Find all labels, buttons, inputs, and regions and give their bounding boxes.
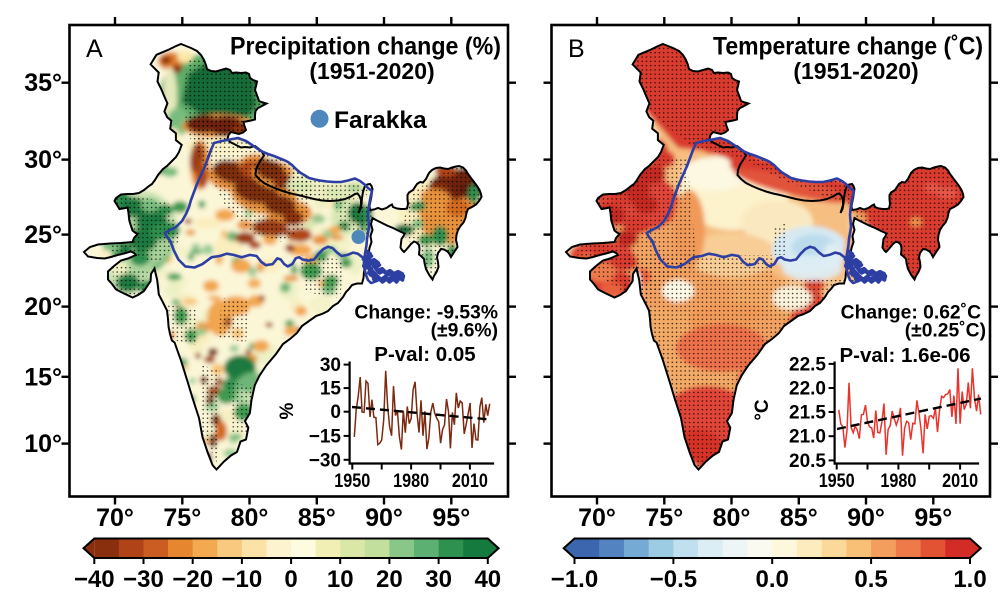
svg-text:0.0: 0.0	[756, 566, 789, 593]
svg-text:70°: 70°	[578, 504, 616, 532]
svg-text:10°: 10°	[24, 430, 62, 458]
svg-text:A: A	[86, 35, 103, 63]
svg-text:90°: 90°	[365, 504, 403, 532]
svg-text:22.5: 22.5	[789, 354, 826, 375]
svg-text:−20: −20	[172, 566, 213, 593]
svg-text:Precipitation change (%): Precipitation change (%)	[230, 33, 501, 61]
svg-text:P-val: 1.6e-06: P-val: 1.6e-06	[839, 344, 970, 367]
svg-text:20.5: 20.5	[789, 451, 826, 472]
svg-text:−15: −15	[309, 426, 342, 447]
svg-text:P-val: 0.05: P-val: 0.05	[374, 343, 475, 366]
svg-text:0: 0	[284, 566, 297, 593]
svg-text:1.0: 1.0	[953, 566, 986, 593]
svg-text:10: 10	[327, 566, 354, 593]
svg-text:(1951-2020): (1951-2020)	[309, 58, 434, 84]
svg-text:%: %	[277, 402, 298, 419]
svg-text:15: 15	[320, 379, 342, 400]
svg-text:0: 0	[330, 402, 341, 423]
svg-text:40: 40	[474, 566, 501, 593]
svg-text:30: 30	[320, 355, 341, 376]
svg-text:35°: 35°	[24, 69, 62, 97]
svg-text:−40: −40	[74, 566, 115, 593]
svg-text:(±9.6%): (±9.6%)	[431, 320, 498, 341]
svg-text:21.5: 21.5	[789, 403, 826, 424]
svg-text:1980: 1980	[393, 471, 429, 492]
svg-text:95°: 95°	[432, 504, 470, 532]
svg-text:21.0: 21.0	[789, 427, 826, 448]
svg-text:85°: 85°	[780, 504, 818, 532]
svg-text:1980: 1980	[880, 471, 916, 492]
svg-text:(1951-2020): (1951-2020)	[793, 58, 918, 84]
svg-text:20: 20	[376, 566, 403, 593]
svg-text:85°: 85°	[298, 504, 336, 532]
svg-text:70°: 70°	[96, 504, 134, 532]
svg-text:2010: 2010	[942, 471, 978, 492]
svg-text:Temperature change (˚C): Temperature change (˚C)	[713, 33, 983, 61]
svg-text:Change: -9.53%: Change: -9.53%	[354, 302, 498, 323]
svg-text:22.0: 22.0	[789, 379, 826, 400]
svg-text:25°: 25°	[24, 221, 62, 249]
svg-text:2010: 2010	[452, 471, 488, 492]
svg-text:20°: 20°	[24, 293, 62, 321]
svg-text:80°: 80°	[231, 504, 269, 532]
svg-text:80°: 80°	[713, 504, 751, 532]
svg-text:°C: °C	[752, 399, 773, 421]
svg-text:Farakka: Farakka	[334, 107, 427, 134]
svg-text:−10: −10	[222, 566, 263, 593]
svg-text:−1.0: −1.0	[551, 566, 598, 593]
svg-text:30°: 30°	[24, 146, 62, 174]
svg-text:Change: 0.62˚C: Change: 0.62˚C	[841, 301, 981, 324]
svg-text:95°: 95°	[914, 504, 952, 532]
svg-text:0.5: 0.5	[854, 566, 887, 593]
svg-text:(±0.25˚C): (±0.25˚C)	[905, 319, 986, 342]
svg-text:−30: −30	[123, 566, 164, 593]
svg-text:75°: 75°	[163, 504, 201, 532]
svg-text:90°: 90°	[847, 504, 885, 532]
svg-text:1950: 1950	[334, 471, 370, 492]
svg-text:30: 30	[425, 566, 452, 593]
svg-text:−30: −30	[309, 450, 341, 471]
svg-text:1950: 1950	[819, 471, 855, 492]
svg-text:B: B	[568, 35, 585, 63]
svg-text:75°: 75°	[645, 504, 683, 532]
svg-text:15°: 15°	[24, 363, 62, 391]
svg-text:−0.5: −0.5	[650, 566, 697, 593]
